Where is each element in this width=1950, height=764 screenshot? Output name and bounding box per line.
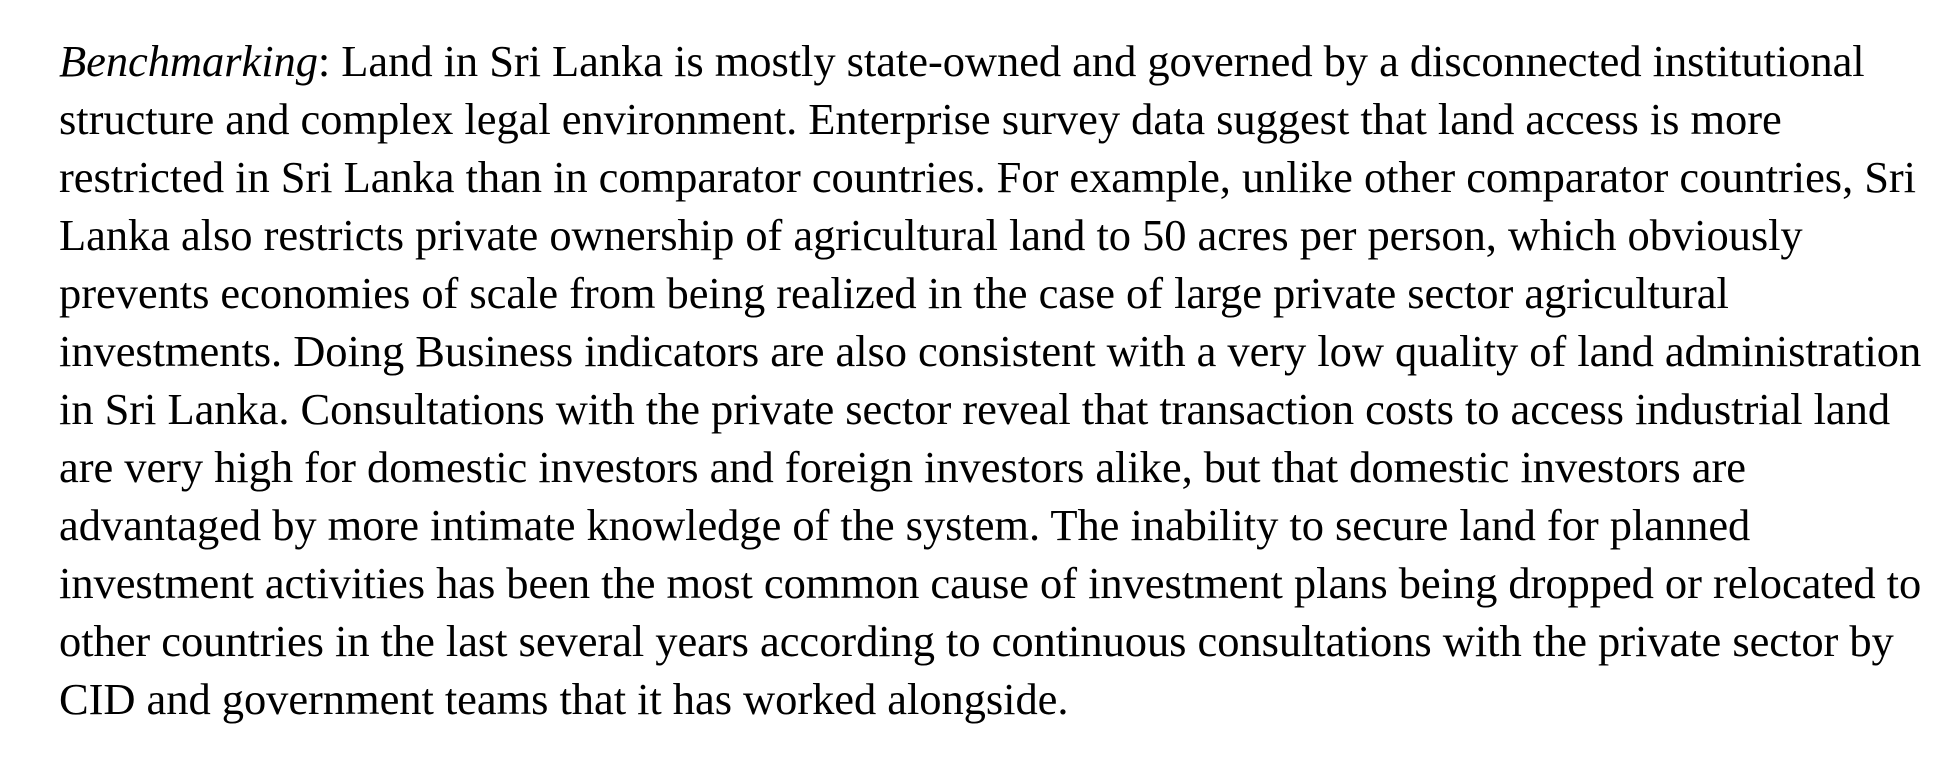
- paragraph-line-4: Lanka also restricts private ownership o…: [59, 210, 1803, 260]
- paragraph-line-8: are very high for domestic investors and…: [59, 442, 1746, 492]
- document-paragraph: Benchmarking: Land in Sri Lanka is mostl…: [59, 32, 1922, 732]
- paragraph-line-5: prevents economies of scale from being r…: [59, 268, 1729, 318]
- paragraph-line-3: restricted in Sri Lanka than in comparat…: [59, 152, 1916, 202]
- paragraph-line-1: Benchmarking: Land in Sri Lanka is mostl…: [59, 32, 1865, 90]
- paragraph-line-9: advantaged by more intimate knowledge of…: [59, 500, 1751, 550]
- paragraph-line-11: other countries in the last several year…: [59, 616, 1894, 666]
- paragraph-line-10: investment activities has been the most …: [59, 558, 1922, 608]
- paragraph-line-6: investments. Doing Business indicators a…: [59, 326, 1922, 376]
- benchmarking-lead: Benchmarking: [59, 36, 318, 86]
- paragraph-line-2: structure and complex legal environment.…: [59, 94, 1782, 144]
- paragraph-line-12: CID and government teams that it has wor…: [59, 674, 1069, 724]
- paragraph-line-1-text: : Land in Sri Lanka is mostly state-owne…: [317, 36, 1865, 86]
- paragraph-line-7: in Sri Lanka. Consultations with the pri…: [59, 384, 1891, 434]
